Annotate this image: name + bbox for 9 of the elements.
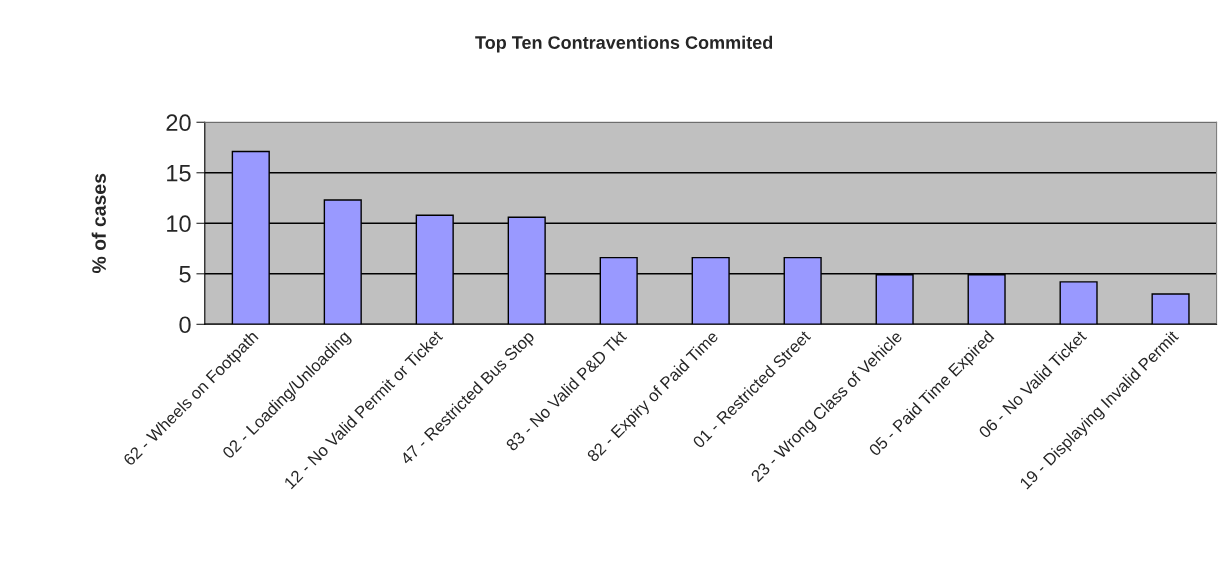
y-axis-title: % of cases xyxy=(91,173,106,274)
y-tick-label: 0 xyxy=(179,316,191,334)
y-tick-label: 15 xyxy=(167,165,191,182)
y-tick-label: 5 xyxy=(179,266,191,283)
bar xyxy=(1151,293,1190,325)
y-tick-label: 10 xyxy=(167,215,191,233)
chart-title: Top Ten Contraventions Commited xyxy=(475,35,773,53)
y-tick-label: 20 xyxy=(166,114,191,132)
bar xyxy=(1059,281,1098,325)
